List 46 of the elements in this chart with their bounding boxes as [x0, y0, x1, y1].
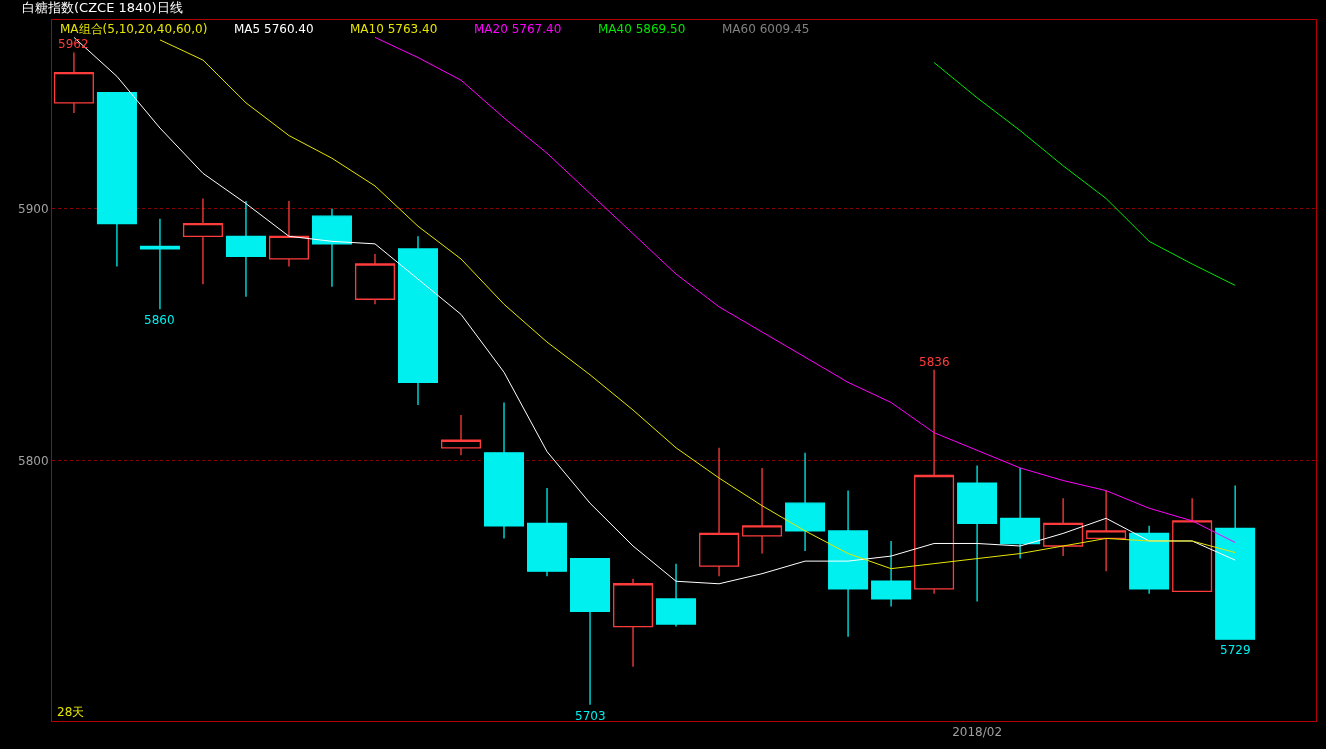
candlestick [1000, 467, 1041, 560]
candlestick [311, 207, 352, 288]
candlestick [53, 51, 94, 114]
line-series [933, 62, 1236, 286]
annotation: 5836 [919, 355, 950, 369]
candlestick [699, 447, 740, 577]
candlestick [828, 489, 869, 638]
legend-label: MA60 6009.45 [722, 22, 810, 36]
text: MA5 5760.40 [234, 22, 314, 36]
candlestick [96, 92, 137, 268]
candlestick [1129, 525, 1170, 595]
candlestick [182, 197, 223, 285]
candlestick [527, 487, 568, 577]
candlestick [914, 369, 955, 595]
candlestick [1043, 497, 1084, 557]
x-tick-label: 2018/02 [952, 725, 1003, 740]
candlestick [957, 464, 998, 603]
text: MA40 5869.50 [598, 22, 686, 36]
candlestick [441, 414, 482, 457]
candlestick [570, 557, 611, 706]
annotation: 5962 [58, 37, 89, 51]
candlestick [397, 235, 438, 406]
annotation: 28天 [57, 705, 85, 719]
candlestick [225, 200, 266, 298]
chart-title: 白糖指数(CZCE 1840)日线 [22, 0, 183, 16]
candlestick [1172, 497, 1213, 592]
y-tick-label: 5900 [18, 201, 49, 216]
annotation: 5729 [1220, 643, 1251, 657]
candlestick [1086, 489, 1127, 572]
candlestick [613, 578, 654, 668]
candlestick [742, 467, 783, 555]
candlestick [484, 401, 525, 540]
candlestick [139, 218, 180, 310]
annotation: MA组合(5,10,20,40,60,0) [60, 22, 208, 36]
candlestick [1215, 484, 1256, 640]
candlestick [871, 540, 912, 608]
annotation: 5860 [144, 313, 175, 327]
line-series [374, 36, 1236, 543]
text: MA20 5767.40 [474, 22, 562, 36]
candlestick [268, 200, 309, 268]
y-tick-label: 5800 [18, 453, 49, 468]
annotation: 5703 [575, 709, 606, 723]
text: MA10 5763.40 [350, 22, 438, 36]
candlestick [785, 452, 826, 552]
candlestick [354, 253, 395, 305]
candlestick [656, 562, 697, 628]
